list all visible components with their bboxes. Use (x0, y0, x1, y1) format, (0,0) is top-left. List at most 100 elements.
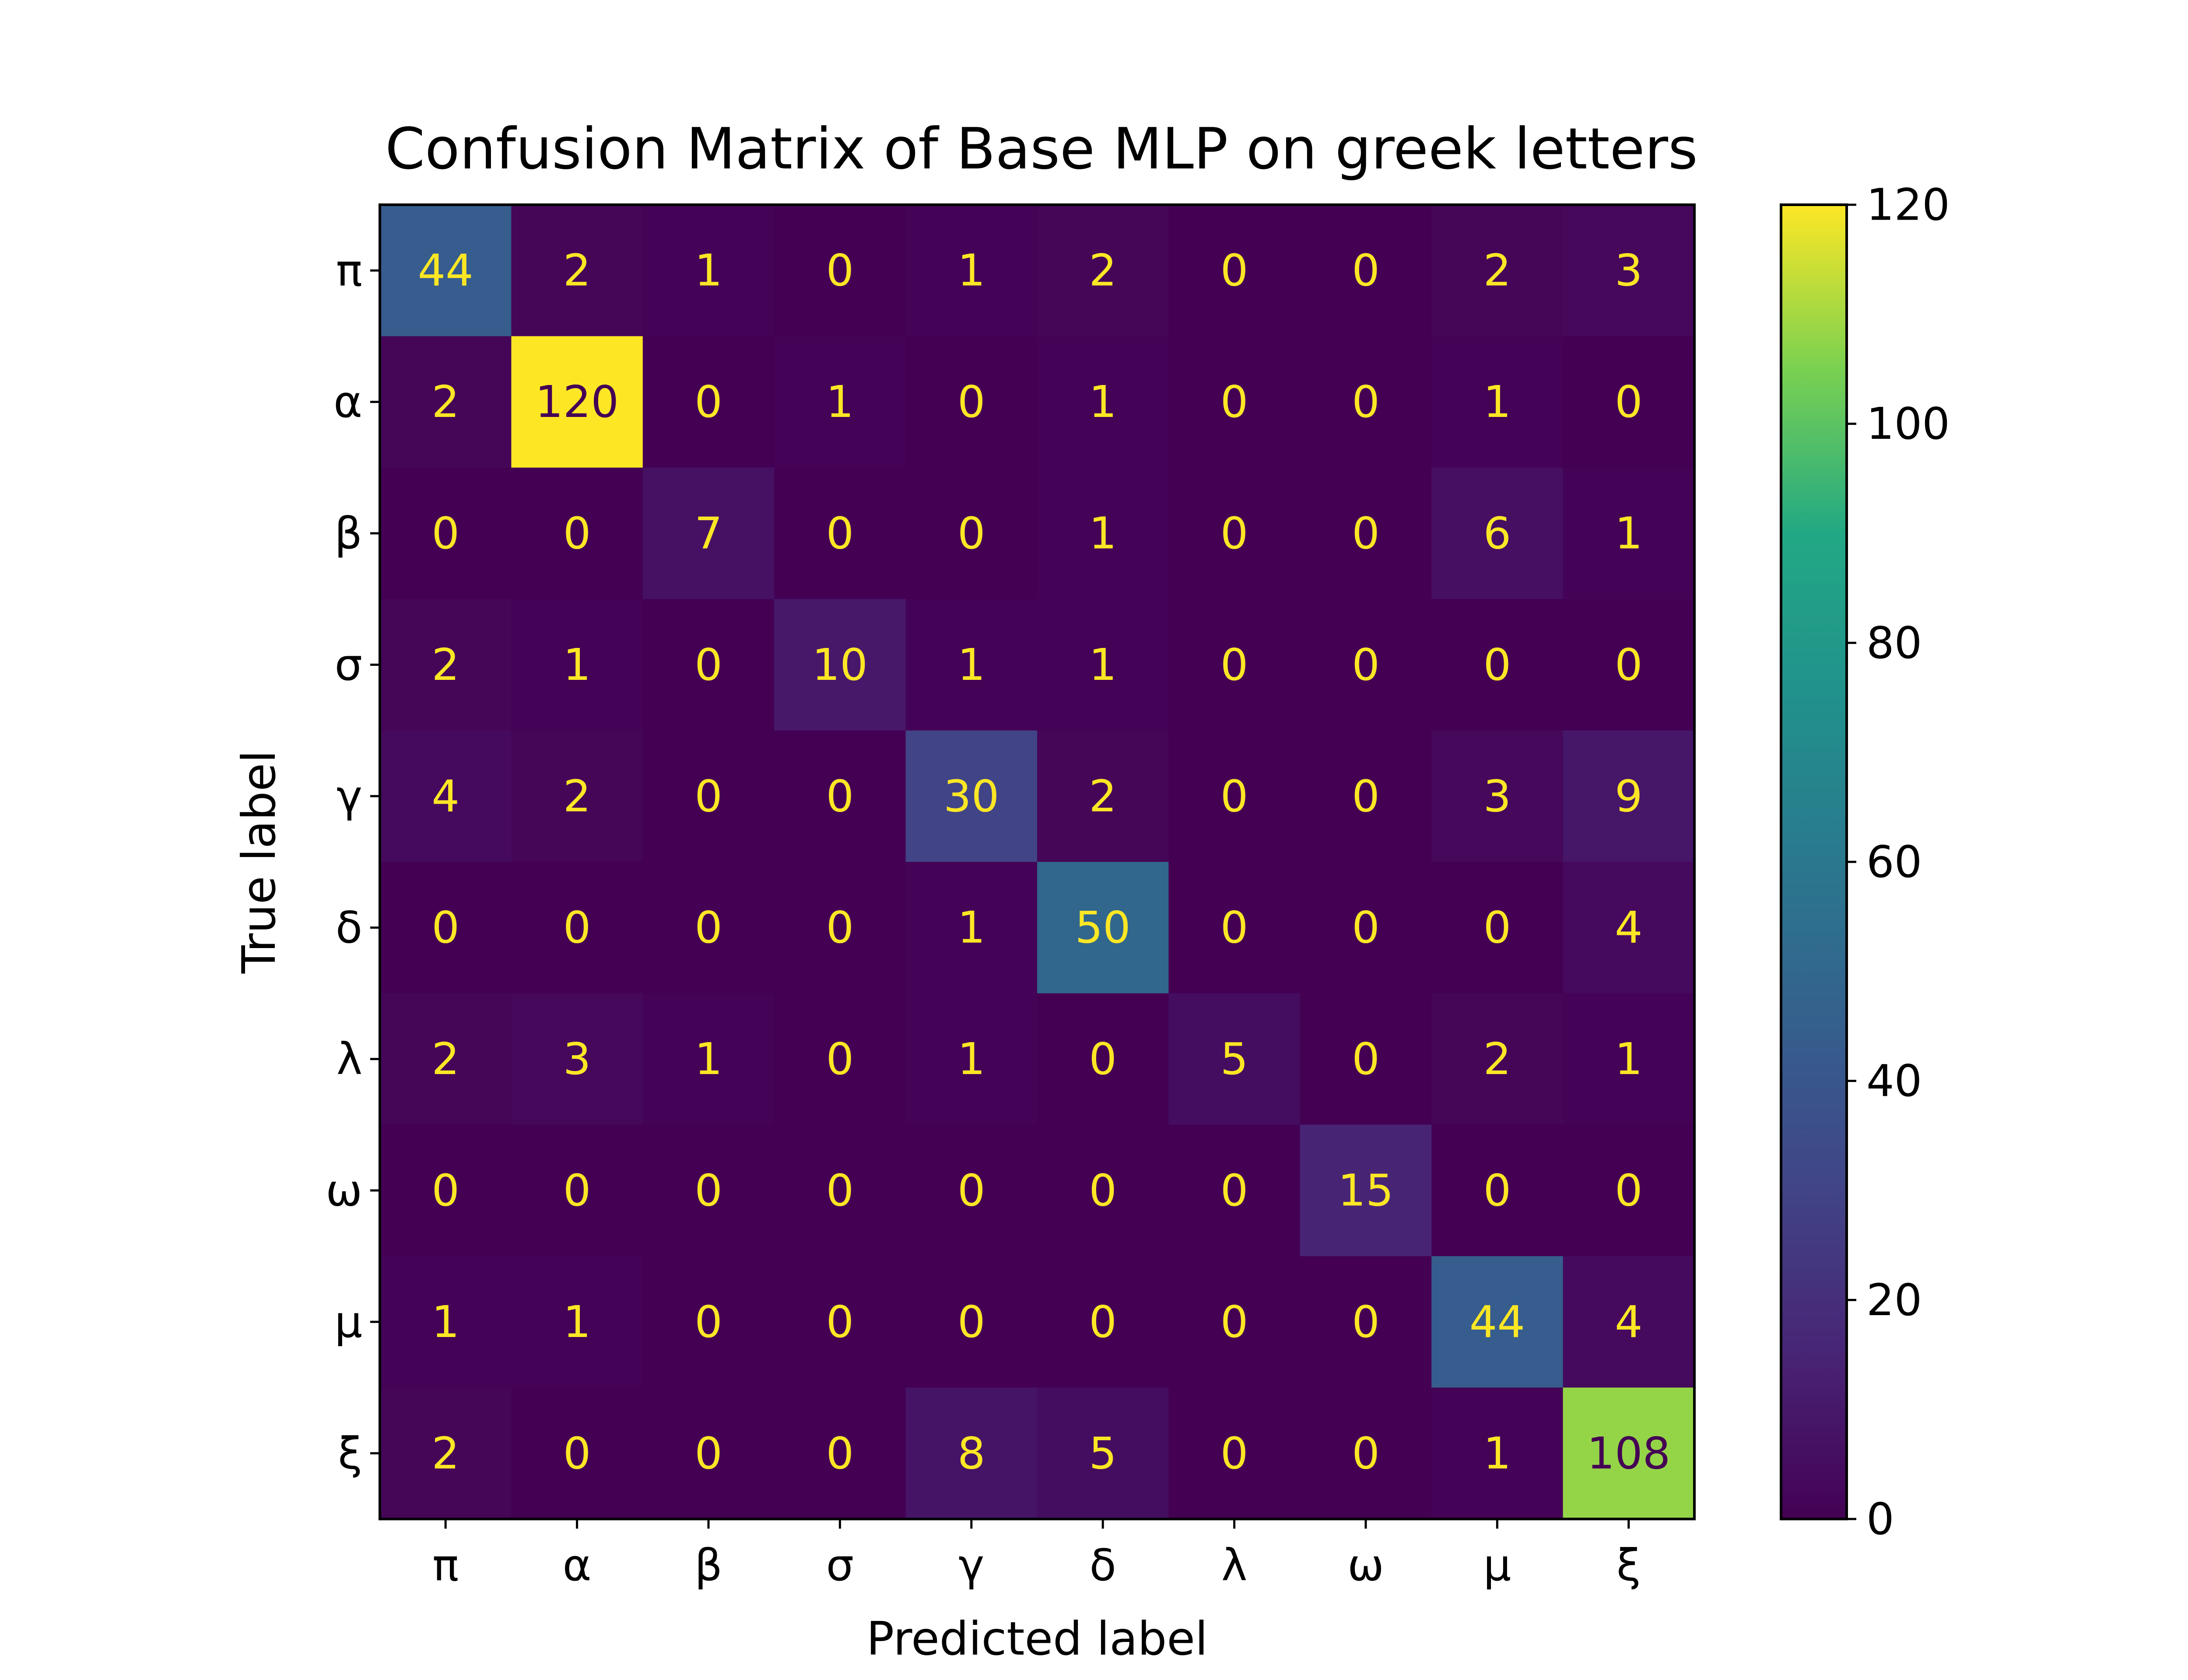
cell-value-label: 1 (694, 1033, 722, 1085)
cell-value-label: 0 (431, 1165, 459, 1216)
x-tick-label: δ (1090, 1540, 1116, 1591)
cell-value-label: 0 (563, 508, 591, 559)
cell-value-label: 1 (957, 245, 985, 296)
cell-value-label: 0 (1220, 902, 1248, 953)
heatmap-cell (1563, 1256, 1695, 1388)
heatmap-cell (1563, 599, 1695, 731)
cell-value-label: 3 (1483, 770, 1511, 822)
cell-value-label: 0 (431, 902, 459, 953)
cell-value-label: 3 (1615, 245, 1643, 296)
heatmap-cell (1431, 1387, 1564, 1519)
cell-value-label: 1 (1615, 1033, 1643, 1085)
colorbar-tick-label: 100 (1866, 398, 1950, 449)
cell-value-label: 4 (1615, 1296, 1643, 1348)
heatmap-cell (774, 205, 906, 336)
heatmap-cell (1300, 1387, 1432, 1519)
cell-value-label: 0 (694, 639, 722, 690)
cell-value-label: 0 (694, 1165, 722, 1216)
cell-value-label: 10 (812, 639, 868, 690)
heatmap-cell (380, 467, 512, 599)
colorbar-tick-label: 40 (1866, 1055, 1922, 1106)
cell-value-label: 0 (826, 1165, 854, 1216)
heatmap-cell (1431, 862, 1564, 994)
heatmap-cell (380, 1124, 512, 1256)
cell-value-label: 2 (563, 245, 591, 296)
cell-value-label: 2 (431, 1428, 459, 1479)
heatmap-cell (380, 599, 512, 731)
heatmap-cell (1300, 1256, 1432, 1388)
heatmap-cell (1563, 1387, 1695, 1519)
heatmap-cell (1563, 205, 1695, 336)
heatmap-cell (1431, 599, 1564, 731)
y-axis-ticks: π α β σ γ δ λ ω μ ξ (326, 245, 380, 1479)
y-tick-label: σ (335, 639, 362, 690)
heatmap-cell (905, 1256, 1038, 1388)
heatmap-cell (774, 599, 906, 731)
heatmap-cell (1563, 862, 1695, 994)
y-axis-label: True label (232, 750, 286, 974)
heatmap-cell (1431, 1256, 1564, 1388)
cell-value-label: 1 (563, 1296, 591, 1348)
x-tick-label: ω (1347, 1540, 1384, 1591)
cell-value-label: 0 (826, 1428, 854, 1479)
heatmap-cell (511, 205, 643, 336)
cell-value-label: 0 (957, 376, 985, 427)
heatmap-cell (1563, 993, 1695, 1125)
cell-value-label: 3 (563, 1033, 591, 1085)
heatmap-cell (511, 1124, 643, 1256)
heatmap-cell (905, 1124, 1038, 1256)
cell-value-label: 0 (1352, 376, 1380, 427)
heatmap-cell (774, 730, 906, 862)
heatmap-cell (642, 993, 775, 1125)
cell-value-label: 0 (694, 1296, 722, 1348)
cell-value-label: 1 (826, 376, 854, 427)
heatmap-cell (511, 862, 643, 994)
heatmap-cell (642, 1256, 775, 1388)
heatmap-cell (774, 1387, 906, 1519)
cell-value-label: 0 (694, 902, 722, 953)
cell-value-label: 0 (1352, 770, 1380, 822)
heatmap-cell (1563, 1124, 1695, 1256)
heatmap-cell (1300, 467, 1432, 599)
y-tick-label: μ (334, 1296, 362, 1348)
heatmap-cell (642, 1124, 775, 1256)
heatmap-cell (380, 862, 512, 994)
cell-value-label: 0 (1352, 508, 1380, 559)
x-tick-label: ξ (1616, 1540, 1641, 1591)
heatmap-cell (380, 1387, 512, 1519)
heatmap-cells (380, 205, 1695, 1519)
cell-value-label: 1 (957, 902, 985, 953)
heatmap-cell (642, 467, 775, 599)
x-tick-label: β (694, 1540, 722, 1591)
heatmap-cell (1037, 1256, 1169, 1388)
heatmap-cell (1431, 1124, 1564, 1256)
heatmap-cell (1168, 205, 1301, 336)
heatmap-cell (1168, 730, 1301, 862)
cell-value-label: 0 (563, 1428, 591, 1479)
heatmap-cell (642, 1387, 775, 1519)
colorbar-tick-label: 0 (1866, 1494, 1894, 1545)
heatmap-cell (1168, 1387, 1301, 1519)
heatmap-cell (511, 336, 643, 468)
heatmap-cell (1563, 336, 1695, 468)
cell-value-label: 0 (1615, 376, 1643, 427)
cell-value-label: 0 (1220, 639, 1248, 690)
cell-value-label: 0 (1352, 639, 1380, 690)
cell-value-label: 0 (1483, 639, 1511, 690)
cell-value-labels: 44 2 1 0 1 2 0 0 2 32 120 0 1 0 1 0 0 1 00 0 7 0 0 1 0 0 6 12 1 0 10 1 1… (418, 245, 1671, 1479)
cell-value-label: 1 (1089, 376, 1117, 427)
heatmap-cell (1037, 862, 1169, 994)
cell-value-label: 0 (1220, 770, 1248, 822)
heatmap-cell (511, 1256, 643, 1388)
heatmap-cell (642, 862, 775, 994)
cell-value-label: 0 (431, 508, 459, 559)
cell-value-label: 7 (694, 508, 722, 559)
heatmap-cell (1037, 205, 1169, 336)
x-tick-label: π (432, 1540, 459, 1591)
heatmap-cell (1300, 336, 1432, 468)
heatmap-cell (380, 205, 512, 336)
colorbar-tick-label: 20 (1866, 1274, 1922, 1326)
cell-value-label: 108 (1587, 1428, 1670, 1479)
cell-value-label: 0 (1615, 639, 1643, 690)
